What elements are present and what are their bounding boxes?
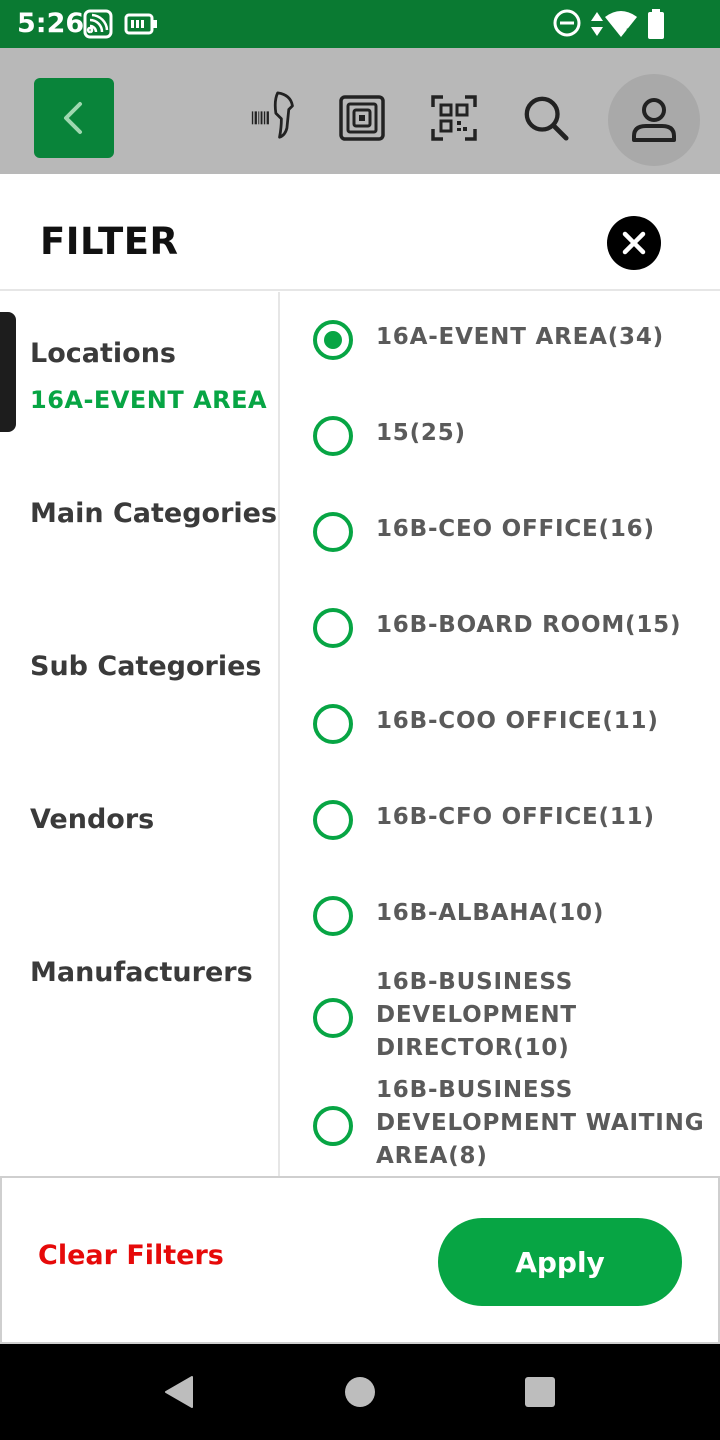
profile-icon bbox=[632, 98, 676, 142]
rfid-icon[interactable] bbox=[338, 94, 386, 142]
cast-icon bbox=[82, 8, 114, 45]
nav-recents-button[interactable] bbox=[522, 1374, 558, 1410]
barcode-scanner-icon[interactable] bbox=[250, 91, 298, 140]
system-navigation-bar bbox=[0, 1344, 720, 1440]
option-label: 16B-CEO OFFICE(16) bbox=[376, 516, 655, 542]
radio-button-checked[interactable] bbox=[313, 320, 353, 360]
nav-back-button[interactable] bbox=[160, 1374, 196, 1410]
radio-button[interactable] bbox=[313, 1106, 353, 1146]
option-label: 16B-COO OFFICE(11) bbox=[376, 708, 659, 734]
status-time: 5:26 bbox=[17, 8, 85, 39]
back-button[interactable] bbox=[34, 78, 114, 158]
close-icon bbox=[622, 231, 646, 255]
chevron-left-icon bbox=[64, 102, 82, 134]
option-label: 15(25) bbox=[376, 420, 466, 446]
svg-text:5: 5 bbox=[626, 27, 632, 39]
radio-button[interactable] bbox=[313, 896, 353, 936]
option-label: 16B-BUSINESS DEVELOPMENT WAITING AREA(8) bbox=[376, 1077, 705, 1169]
status-bar: 5:26 5 bbox=[0, 0, 720, 48]
radio-button[interactable] bbox=[313, 800, 353, 840]
wifi-icon: 5 bbox=[604, 9, 638, 44]
clear-filters-button[interactable]: Clear Filters bbox=[38, 1240, 224, 1271]
filter-title: FILTER bbox=[40, 220, 179, 263]
nav-home-icon bbox=[345, 1377, 375, 1407]
category-item-main-categories[interactable]: Main Categories bbox=[30, 498, 278, 529]
category-item-sub-categories[interactable]: Sub Categories bbox=[30, 651, 262, 682]
category-item-vendors[interactable]: Vendors bbox=[30, 804, 155, 835]
do-not-disturb-icon bbox=[552, 8, 582, 43]
radio-button[interactable] bbox=[313, 998, 353, 1038]
data-arrows-icon bbox=[590, 10, 604, 43]
filter-header: FILTER bbox=[0, 174, 720, 291]
nav-back-icon bbox=[165, 1376, 193, 1408]
battery-saver-icon bbox=[124, 12, 158, 41]
filter-options-list: 16A-EVENT AREA(34) 15(25) 16B-CEO OFFICE… bbox=[282, 292, 720, 1176]
option-label: 16B-CFO OFFICE(11) bbox=[376, 804, 655, 830]
profile-button[interactable] bbox=[608, 74, 700, 166]
option-label: 16B-BUSINESS DEVELOPMENT DIRECTOR(10) bbox=[376, 969, 577, 1061]
option-label: 16A-EVENT AREA(34) bbox=[376, 324, 664, 350]
filter-category-list: Locations 16A-EVENT AREA Main Categories… bbox=[0, 292, 280, 1176]
filter-action-bar: Clear Filters Apply bbox=[0, 1176, 720, 1344]
category-label: Locations bbox=[30, 338, 176, 369]
option-label: 16B-BOARD ROOM(15) bbox=[376, 612, 682, 638]
radio-button[interactable] bbox=[313, 512, 353, 552]
nav-home-button[interactable] bbox=[342, 1374, 378, 1410]
active-category-indicator bbox=[0, 312, 16, 432]
qr-code-icon[interactable] bbox=[430, 94, 478, 142]
category-selected-value: 16A-EVENT AREA bbox=[30, 386, 268, 414]
close-button[interactable] bbox=[607, 216, 661, 270]
toolbar bbox=[0, 48, 720, 174]
search-icon[interactable] bbox=[522, 94, 570, 142]
apply-button[interactable]: Apply bbox=[438, 1218, 682, 1306]
battery-icon bbox=[646, 8, 666, 45]
nav-recents-icon bbox=[525, 1377, 555, 1407]
radio-button[interactable] bbox=[313, 704, 353, 744]
category-item-manufacturers[interactable]: Manufacturers bbox=[30, 957, 253, 988]
radio-button[interactable] bbox=[313, 416, 353, 456]
radio-button[interactable] bbox=[313, 608, 353, 648]
option-label: 16B-ALBAHA(10) bbox=[376, 900, 605, 926]
